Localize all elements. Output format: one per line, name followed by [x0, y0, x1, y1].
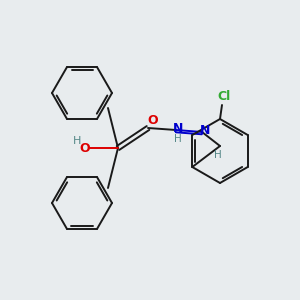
- Text: H: H: [174, 134, 182, 144]
- Text: H: H: [214, 150, 222, 160]
- Text: O: O: [80, 142, 90, 155]
- Text: Cl: Cl: [218, 91, 231, 103]
- Text: N: N: [200, 124, 210, 137]
- Text: N: N: [173, 122, 183, 136]
- Text: O: O: [148, 113, 158, 127]
- Text: H: H: [73, 136, 81, 146]
